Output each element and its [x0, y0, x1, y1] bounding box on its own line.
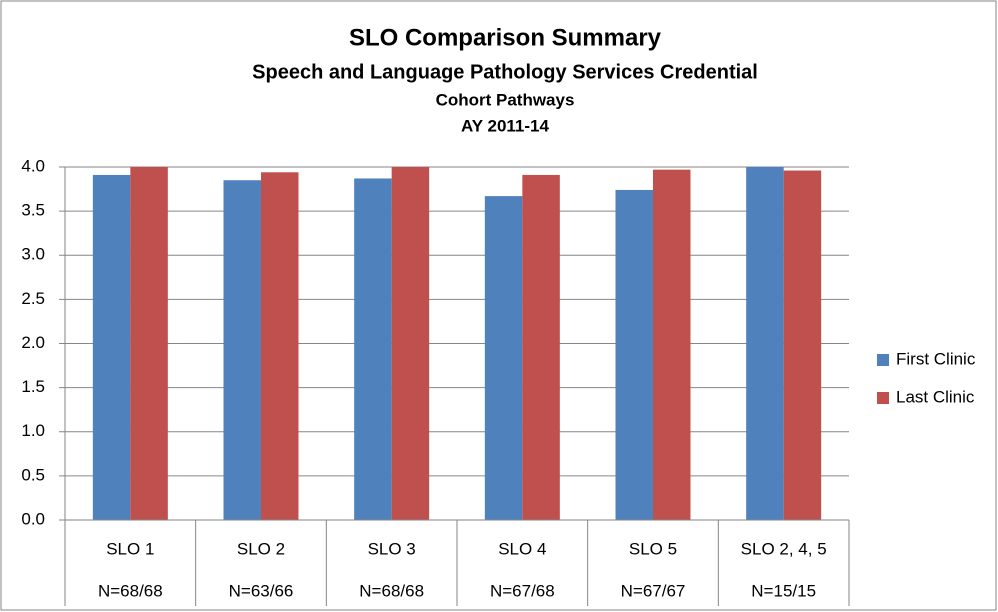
- bar: [615, 189, 653, 520]
- bar: [354, 178, 392, 520]
- legend-label: First Clinic: [896, 349, 976, 368]
- x-tick-label: SLO 1: [106, 539, 154, 558]
- bar: [130, 167, 168, 520]
- legend-label: Last Clinic: [896, 387, 975, 406]
- x-tick-count: N=15/15: [751, 581, 816, 600]
- legend-swatch: [877, 354, 889, 366]
- y-tick-label: 3.0: [21, 245, 45, 264]
- y-tick-label: 2.5: [21, 289, 45, 308]
- bar: [223, 180, 261, 521]
- y-tick-label: 1.5: [21, 377, 45, 396]
- x-tick-count: N=63/66: [229, 581, 294, 600]
- x-tick-label: SLO 5: [629, 539, 677, 558]
- chart-subtitle: AY 2011-14: [461, 116, 549, 135]
- bar: [653, 169, 691, 520]
- bar: [261, 172, 299, 521]
- bar: [746, 167, 784, 520]
- bar: [391, 167, 430, 520]
- y-tick-label: 1.0: [21, 421, 45, 440]
- chart-title: SLO Comparison Summary: [349, 24, 662, 51]
- chart-subtitle: Speech and Language Pathology Services C…: [252, 61, 758, 83]
- x-tick-count: N=68/68: [359, 581, 424, 600]
- bar: [484, 196, 523, 520]
- x-tick-count: N=68/68: [98, 581, 163, 600]
- bar: [783, 170, 822, 520]
- y-tick-label: 0.5: [21, 465, 45, 484]
- chart-subtitle: Cohort Pathways: [436, 90, 575, 109]
- legend-swatch: [877, 392, 889, 404]
- y-tick-label: 3.5: [21, 201, 45, 220]
- y-tick-label: 0.0: [21, 509, 45, 528]
- x-tick-label: SLO 3: [368, 539, 416, 558]
- x-tick-label: SLO 4: [498, 539, 546, 558]
- x-tick-label: SLO 2, 4, 5: [741, 539, 827, 558]
- bar: [92, 174, 131, 520]
- x-tick-label: SLO 2: [237, 539, 285, 558]
- x-tick-count: N=67/67: [621, 581, 686, 600]
- y-tick-label: 2.0: [21, 333, 45, 352]
- x-tick-count: N=67/68: [490, 581, 555, 600]
- y-tick-label: 4.0: [21, 156, 45, 175]
- bar: [522, 174, 560, 520]
